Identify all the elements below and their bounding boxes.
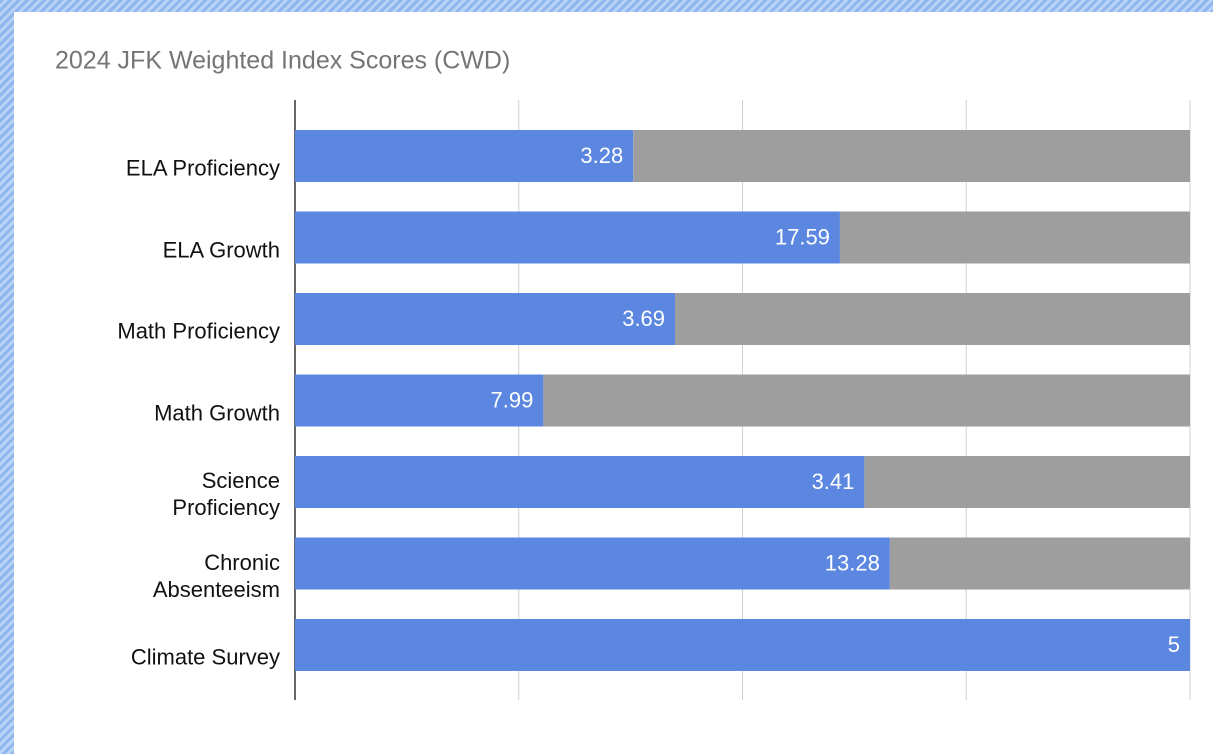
chart-title: 2024 JFK Weighted Index Scores (CWD): [55, 47, 510, 75]
bar-segment: [295, 211, 840, 264]
data-label: 3.41: [812, 469, 855, 494]
data-label: 7.99: [491, 387, 534, 412]
bar-segment: [295, 293, 676, 345]
bar-segment: [295, 456, 865, 508]
bar-segment: [295, 374, 544, 427]
bar-segment: [839, 211, 1190, 264]
bar-segment: [295, 130, 634, 182]
y-tick-label: ELA Proficiency: [125, 155, 280, 181]
data-label: 5: [1168, 632, 1180, 657]
bar-segment: [543, 374, 1190, 427]
data-label: 13.28: [825, 550, 880, 575]
bar-segment: [295, 537, 890, 590]
y-tick-label: Math Growth: [154, 400, 280, 425]
bar-segment: [675, 293, 1190, 345]
bar-segment: [295, 619, 1190, 671]
bar-segment: [889, 537, 1190, 590]
data-label: 17.59: [775, 224, 830, 249]
y-tick-label: ELA Growth: [162, 237, 280, 262]
y-tick-label: Chronic Absenteeism: [152, 549, 280, 602]
y-tick-label: Math Proficiency: [117, 318, 280, 344]
bar-segment: [633, 130, 1190, 182]
bar-segment: [864, 456, 1190, 508]
data-label: 3.69: [622, 306, 665, 331]
y-tick-label: Science Proficiency: [172, 468, 280, 520]
y-tick-label: Climate Survey: [130, 644, 280, 670]
data-label: 3.28: [580, 143, 623, 168]
